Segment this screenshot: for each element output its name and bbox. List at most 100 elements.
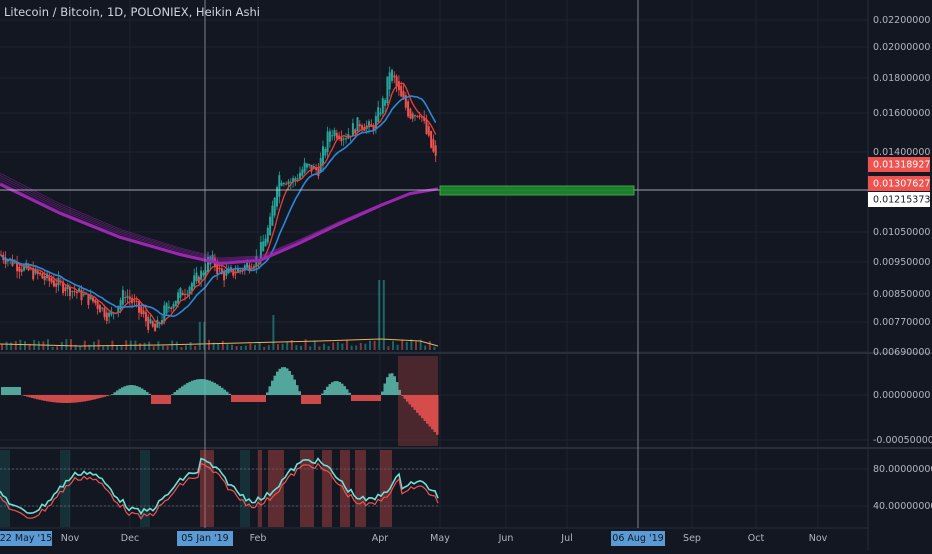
candle-body — [301, 169, 303, 175]
macd-bar — [339, 382, 342, 395]
volume-bar — [144, 343, 146, 350]
price-label-text: 0.01215373 — [873, 195, 930, 206]
volume-bar — [318, 346, 320, 350]
volume-bar — [116, 346, 118, 350]
macd-bar — [104, 395, 107, 397]
candle-body — [179, 288, 181, 298]
volume-bar — [364, 344, 366, 350]
macd-bar — [159, 395, 162, 404]
candle-body — [14, 262, 16, 263]
rsi-bg-band — [240, 450, 250, 527]
macd-bar — [186, 383, 189, 395]
candle-body — [39, 273, 41, 275]
candle-body — [41, 273, 43, 278]
volume-bar — [102, 346, 104, 350]
volume-bar — [176, 342, 178, 350]
candle-body — [133, 301, 135, 302]
time-tick-label: May — [430, 533, 450, 544]
macd-bar — [166, 395, 169, 404]
macd-bar — [6, 387, 9, 395]
macd-bar — [256, 395, 259, 402]
macd-bar — [114, 392, 117, 395]
macd-bar — [101, 395, 104, 397]
macd-bar — [84, 395, 87, 401]
time-tick-label: Nov — [809, 533, 828, 544]
candle-body — [267, 228, 269, 243]
macd-bar — [204, 379, 207, 395]
macd-bar — [231, 395, 234, 402]
time-tick-label: Jul — [560, 533, 572, 544]
macd-bar — [161, 395, 164, 404]
candle-body — [44, 276, 46, 280]
macd-bar — [326, 387, 329, 395]
candle-body — [416, 116, 418, 117]
macd-bar — [361, 395, 364, 401]
macd-bar — [251, 395, 254, 402]
macd-bar — [271, 381, 274, 395]
rsi-tick-label: 80.00000000 — [873, 464, 932, 475]
candle-body — [419, 116, 421, 117]
macd-bar — [169, 395, 172, 404]
candle-body — [170, 307, 172, 309]
candle-body — [163, 305, 165, 321]
macd-bar — [349, 393, 352, 395]
volume-bar — [185, 345, 187, 350]
macd-bar — [184, 385, 187, 395]
macd-bar — [149, 394, 152, 395]
candle-body — [382, 98, 384, 113]
candle-body — [327, 132, 329, 153]
macd-bar — [386, 377, 389, 395]
macd-bar — [151, 395, 154, 404]
candle-body — [108, 313, 110, 317]
macd-bar — [334, 381, 337, 395]
rsi-bg-band — [322, 450, 332, 527]
macd-tick-label: 0.00000000 — [873, 390, 930, 401]
macd-bar — [276, 372, 279, 395]
volume-bar — [374, 341, 376, 350]
volume-bar — [84, 341, 86, 350]
macd-bar — [211, 382, 214, 395]
volume-bar — [10, 342, 12, 350]
candle-body — [352, 123, 354, 136]
macd-bar — [81, 395, 84, 402]
price-tick-label: 0.01600000 — [873, 108, 930, 119]
volume-bar — [148, 342, 150, 350]
macd-bar — [316, 395, 319, 404]
candle-body — [400, 86, 402, 97]
macd-bar — [121, 387, 124, 395]
candle-body — [37, 271, 39, 274]
macd-bar — [119, 389, 122, 395]
macd-bar — [69, 395, 72, 403]
macd-highlight — [398, 356, 438, 446]
volume-bar — [56, 346, 58, 350]
macd-bar — [181, 386, 184, 395]
volume-bar — [254, 345, 256, 350]
price-tick-label: 0.01050000 — [873, 227, 930, 238]
macd-bar — [264, 395, 267, 402]
macd-bar — [11, 387, 14, 395]
candle-body — [122, 290, 124, 305]
macd-bar — [329, 384, 332, 395]
projection-box — [440, 186, 634, 195]
volume-bar — [249, 344, 251, 350]
candle-body — [329, 131, 331, 142]
volume-bar — [42, 341, 44, 350]
macd-bar — [164, 395, 167, 404]
price-tick-label: 0.00770000 — [873, 317, 930, 328]
macd-bar — [369, 395, 372, 401]
candle-body — [64, 287, 66, 291]
macd-bar — [216, 384, 219, 395]
macd-bar — [259, 395, 262, 402]
macd-bar — [366, 395, 369, 401]
candle-body — [359, 124, 361, 126]
macd-bar — [374, 395, 377, 401]
rsi-bg-band — [258, 450, 262, 527]
macd-bar — [311, 395, 314, 404]
macd-bar — [116, 390, 119, 395]
macd-bar — [34, 395, 37, 399]
volume-bar — [392, 341, 394, 350]
volume-bar — [369, 341, 371, 350]
macd-bar — [236, 395, 239, 402]
